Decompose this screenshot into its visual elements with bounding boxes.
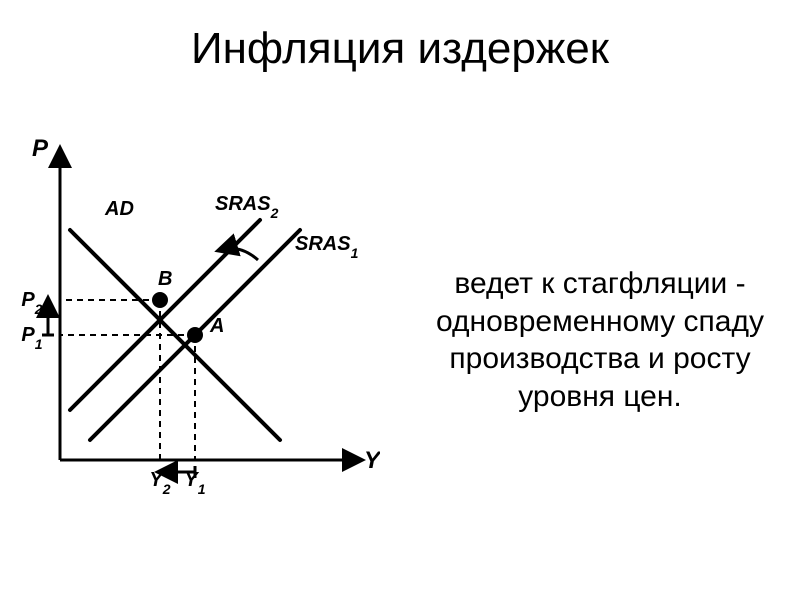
svg-text:A: A	[209, 315, 224, 337]
svg-text:Y: Y	[364, 447, 380, 474]
svg-text:P: P	[32, 135, 49, 162]
chart-container: PYADSRAS1SRAS2ABP1P2Y1Y2	[0, 120, 400, 560]
point-b	[152, 292, 168, 308]
page: Инфляция издержек PYADSRAS1SRAS2ABP1P2Y1…	[0, 0, 800, 600]
page-title: Инфляция издержек	[0, 24, 800, 74]
body-row: PYADSRAS1SRAS2ABP1P2Y1Y2 ведет к стагфля…	[0, 120, 800, 560]
point-a	[187, 327, 203, 343]
svg-text:AD: AD	[104, 198, 134, 220]
description-container: ведет к стагфляции - одновременному спад…	[400, 120, 800, 560]
description-text: ведет к стагфляции - одновременному спад…	[416, 265, 784, 415]
svg-text:B: B	[158, 268, 172, 290]
cost-push-chart: PYADSRAS1SRAS2ABP1P2Y1Y2	[0, 120, 380, 520]
